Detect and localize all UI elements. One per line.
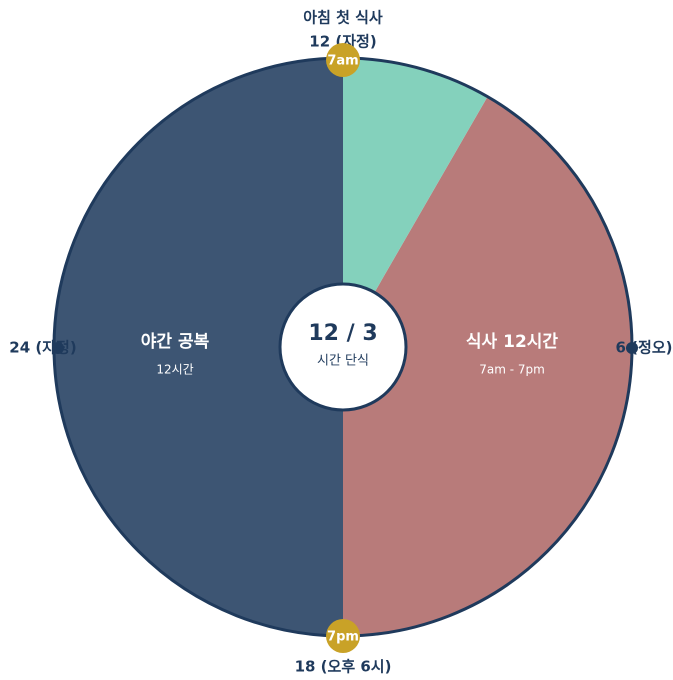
segment-detail: 12시간 — [156, 363, 193, 377]
start-marker: 7am — [327, 54, 358, 69]
start-badge — [326, 43, 360, 77]
segment-label: 야간 공복 — [141, 332, 210, 352]
center-title: 12 / 3 — [308, 321, 377, 346]
clock-label-right: 6 (정오) — [616, 339, 673, 357]
clock-label-left: 24 (자정) — [9, 339, 76, 357]
center-subtitle: 시간 단식 — [317, 354, 369, 369]
hour-dot — [52, 342, 64, 354]
eating-segment — [343, 96, 633, 636]
end-marker: 7pm — [327, 630, 359, 645]
segment-label: 식사 12시간 — [466, 332, 558, 352]
fasting-segment — [54, 58, 343, 636]
first-meal-segment — [343, 57, 488, 347]
hour-dot — [626, 342, 638, 354]
center-circle — [278, 282, 408, 412]
segment-detail: 7am - 7pm — [479, 363, 545, 377]
first-meal-label: 아침 첫 식사 — [303, 9, 383, 27]
clock-label-bottom: 18 (오후 6시) — [295, 658, 392, 676]
end-badge — [326, 619, 360, 653]
clock-label-top: 12 (자정) — [309, 33, 376, 51]
